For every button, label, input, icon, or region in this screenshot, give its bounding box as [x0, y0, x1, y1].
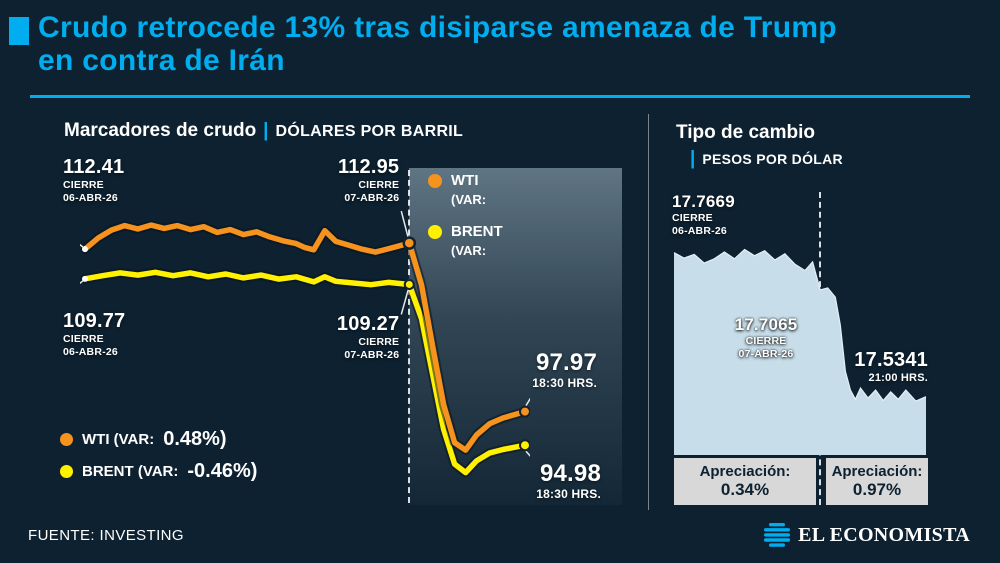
- brent-last-point: [519, 439, 530, 452]
- wti-color-dot-icon: [60, 433, 73, 446]
- fx-close-value: 17.7065: [734, 315, 798, 334]
- brent-var-value: -0.46%): [187, 460, 258, 482]
- fx-area-fill: [674, 249, 926, 455]
- oil-heading-unit: DÓLARES POR BARRIL: [275, 123, 464, 140]
- oil-heading-text: Marcadores de crudo: [64, 120, 257, 141]
- fx-close-date: 07-ABR-26: [738, 347, 794, 360]
- brent-line: [82, 269, 528, 476]
- oil-panel-heading: Marcadores de crudo | DÓLARES POR BARRIL: [64, 120, 463, 142]
- wti-var-label: WTI (VAR:: [82, 431, 155, 448]
- legend-item-wti: WTI (VAR:: [428, 172, 503, 207]
- label-connector-line: [400, 210, 410, 239]
- fx-close-caption: CIERRE: [745, 334, 787, 347]
- fx-heading-text: Tipo de cambio: [676, 122, 816, 143]
- wti-close-date: 07-ABR-26: [344, 192, 400, 205]
- wti-open-label: 112.41 CIERRE 06-ABR-26: [63, 157, 124, 204]
- oil-close-dashed-line: [408, 170, 411, 503]
- label-connector-line: [525, 450, 530, 457]
- fx-last-time: 21:00 HRS.: [868, 372, 928, 384]
- wti-open-point: [82, 246, 88, 253]
- brent-open-label: 109.77 CIERRE 06-ABR-26: [63, 309, 126, 358]
- fx-last-value: 17.5341: [854, 349, 928, 371]
- panel-divider-line: [648, 114, 649, 510]
- title-divider-line: [30, 95, 970, 98]
- wti-legend-var: (VAR:: [451, 192, 487, 207]
- appreciation-value-day2: 0.97%: [852, 480, 902, 499]
- brent-last-value: 94.98: [539, 460, 601, 488]
- brent-var-label: BRENT (VAR:: [82, 463, 179, 480]
- wti-close-label: 112.95 CIERRE 07-ABR-26: [259, 157, 399, 204]
- oil-var-legend: WTI (VAR: 0.48%) BRENT (VAR: -0.46%): [60, 428, 257, 492]
- headline-line2: en contra de Irán: [38, 44, 285, 77]
- wti-line: [82, 222, 528, 453]
- fx-open-date: 06-ABR-26: [672, 224, 727, 237]
- brent-legend-var: (VAR:: [451, 243, 487, 258]
- brent-last-label: 94.98 18:30 HRS.: [517, 461, 601, 501]
- wti-last-point: [519, 405, 530, 418]
- brent-close-label: 109.27 CIERRE 07-ABR-26: [259, 314, 399, 361]
- exchange-rate-chart: [673, 248, 927, 455]
- brand-name: EL ECONOMISTA: [798, 523, 970, 546]
- wti-last-time: 18:30 HRS.: [532, 375, 597, 390]
- brent-color-dot-icon: [428, 225, 442, 239]
- fx-last-label: 17.5341 21:00 HRS.: [838, 350, 928, 385]
- appreciation-label-day2: Apreciación:: [831, 463, 923, 480]
- appreciation-label-day1: Apreciación:: [699, 463, 791, 480]
- label-connector-line: [80, 243, 84, 248]
- brand-logo: EL ECONOMISTA: [764, 523, 970, 547]
- wti-open-date: 06-ABR-26: [63, 192, 118, 205]
- source-credit: FUENTE: INVESTING: [28, 527, 184, 544]
- wti-color-dot-icon: [428, 174, 442, 188]
- fx-heading-unit: PESOS POR DÓLAR: [702, 151, 843, 167]
- oil-price-chart: [80, 210, 530, 478]
- brent-legend-name: BRENT: [451, 223, 503, 240]
- appreciation-value-day1: 0.34%: [720, 480, 770, 499]
- el-economista-logo-icon: [764, 523, 791, 547]
- wti-close-caption: CIERRE: [358, 179, 400, 192]
- headline-line1: Crudo retrocede 13% tras disiparse amena…: [38, 11, 837, 44]
- title-accent-square: [9, 17, 29, 45]
- wti-last-value: 97.97: [535, 348, 597, 376]
- oil-heading-separator: |: [263, 120, 269, 141]
- wti-var-row: WTI (VAR: 0.48%): [60, 428, 257, 451]
- brent-open-date: 06-ABR-26: [63, 345, 118, 358]
- fx-open-label: 17.7669 CIERRE 06-ABR-26: [672, 193, 735, 237]
- label-connector-line: [525, 397, 530, 406]
- wti-last-label: 97.97 18:30 HRS.: [513, 348, 597, 390]
- brent-open-point: [82, 275, 88, 282]
- fx-close-label: 17.7065 CIERRE 07-ABR-26: [718, 316, 814, 360]
- brent-var-row: BRENT (VAR: -0.46%): [60, 460, 257, 483]
- brent-close-value: 109.27: [336, 313, 400, 336]
- appreciation-box-day2: Apreciación: 0.97%: [826, 458, 928, 505]
- wti-open-value: 112.41: [63, 156, 125, 179]
- fx-panel-heading: Tipo de cambio | PESOS POR DÓLAR: [676, 120, 843, 172]
- fx-open-value: 17.7669: [672, 192, 735, 211]
- wti-var-value: 0.48%): [163, 428, 227, 450]
- wti-open-caption: CIERRE: [63, 179, 104, 192]
- oil-legend: WTI (VAR: BRENT (VAR:: [428, 172, 503, 274]
- wti-close-point: [402, 236, 417, 250]
- brent-color-dot-icon: [60, 465, 73, 478]
- fx-heading-separator: |: [690, 148, 696, 169]
- brent-open-caption: CIERRE: [63, 332, 104, 345]
- brent-close-point: [403, 278, 415, 290]
- brent-close-date: 07-ABR-26: [344, 349, 400, 362]
- wti-legend-name: WTI: [451, 172, 479, 189]
- fx-open-caption: CIERRE: [672, 211, 713, 224]
- brent-open-value: 109.77: [63, 309, 126, 332]
- label-connector-line: [400, 289, 410, 315]
- appreciation-box-day1: Apreciación: 0.34%: [674, 458, 816, 505]
- headline: Crudo retrocede 13% tras disiparse amena…: [38, 11, 837, 77]
- wti-close-value: 112.95: [337, 156, 400, 179]
- fx-area-edge: [673, 248, 927, 402]
- brent-last-time: 18:30 HRS.: [536, 487, 601, 502]
- legend-item-brent: BRENT (VAR:: [428, 223, 503, 258]
- brent-close-caption: CIERRE: [358, 336, 400, 349]
